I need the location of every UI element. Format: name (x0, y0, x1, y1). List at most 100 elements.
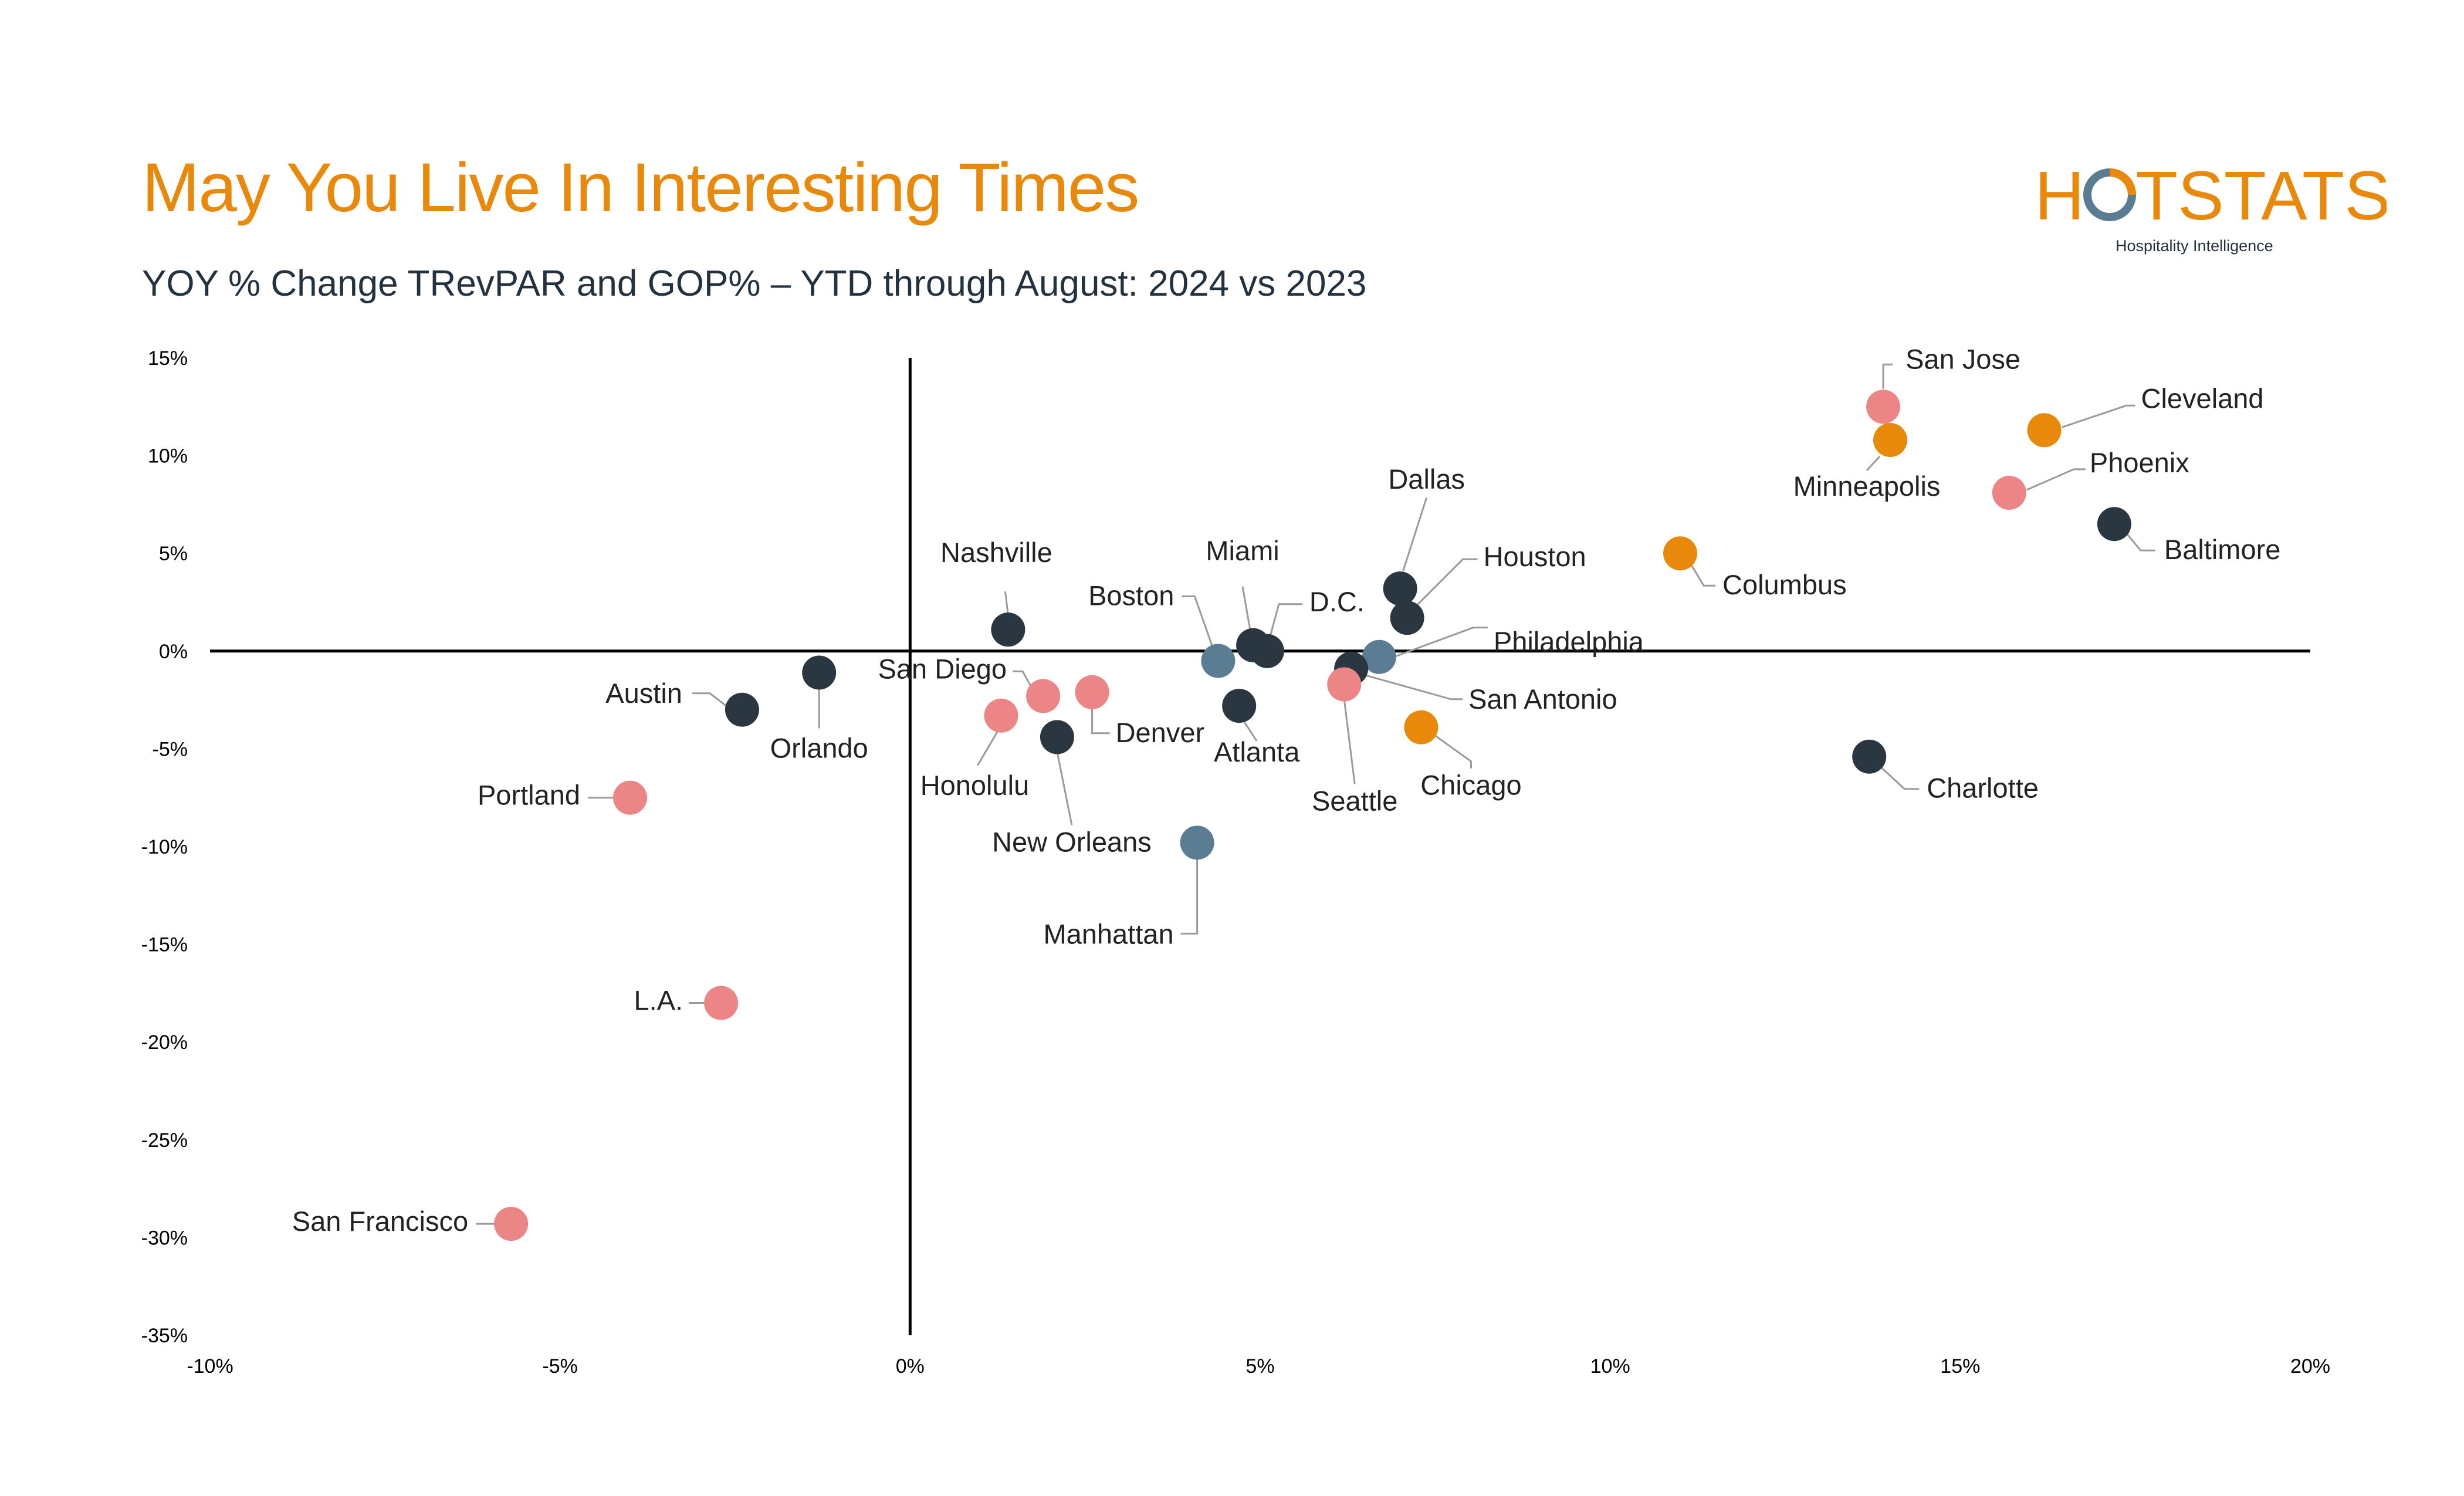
x-tick-label: 5% (1245, 1355, 1274, 1377)
leader-line (2125, 532, 2155, 551)
label-austin: Austin (605, 678, 682, 709)
leader-line (1091, 705, 1110, 735)
y-tick-label: -10% (141, 836, 188, 858)
chart-leader-lines (476, 363, 2155, 1225)
label-minneapolis: Minneapolis (1793, 471, 1941, 502)
label-orlando: Orlando (770, 732, 868, 763)
label-honolulu: Honolulu (920, 770, 1030, 801)
leader-line (1180, 857, 1199, 935)
label-nashville: Nashville (940, 537, 1052, 568)
logo-ring-icon (2083, 168, 2136, 221)
x-tick-label: -10% (187, 1355, 233, 1377)
label-san-francisco: San Francisco (292, 1206, 468, 1237)
point-columbus (1663, 536, 1697, 571)
point-san-jose (1866, 390, 1901, 424)
point-portland (613, 780, 647, 815)
label-denver: Denver (1116, 717, 1205, 748)
label-houston: Houston (1484, 541, 1586, 572)
leader-line (1866, 455, 1881, 471)
leader-line (2062, 404, 2135, 428)
leader-line (2026, 468, 2086, 491)
label-atlanta: Atlanta (1214, 736, 1300, 767)
point-nashville (991, 612, 1025, 647)
point-orlando (802, 655, 837, 690)
label-san-diego: San Diego (878, 653, 1007, 684)
leader-line (1690, 563, 1715, 587)
y-tick-label: 10% (148, 445, 188, 468)
label-new-orleans: New Orleans (992, 826, 1152, 857)
x-tick-label: 10% (1590, 1355, 1630, 1377)
chart-axes (210, 358, 2310, 1335)
leader-line (1880, 766, 1920, 790)
y-tick-label: 5% (159, 543, 188, 565)
label-boston: Boston (1088, 580, 1174, 611)
point-new-orleans (1040, 720, 1074, 754)
leader-line (1241, 586, 1251, 631)
point-dallas (1383, 571, 1417, 606)
leader-line (1056, 752, 1073, 825)
leader-line (1241, 718, 1258, 742)
label-charlotte: Charlotte (1927, 773, 2039, 804)
label-cleveland: Cleveland (2141, 383, 2264, 414)
leader-line (977, 730, 999, 766)
chart-tick-labels: 15% 10% 5% 0% -5% -10% -15% -20% -25% -30% -35% -10… (141, 347, 2330, 1377)
y-tick-label: 15% (148, 347, 188, 370)
leader-line (1415, 558, 1478, 607)
label-baltimore: Baltimore (2164, 534, 2281, 565)
leader-line (1013, 670, 1033, 688)
point-l-a (704, 986, 739, 1020)
point-austin (725, 692, 759, 727)
point-honolulu (984, 698, 1018, 733)
x-tick-label: 0% (896, 1355, 925, 1377)
point-san-diego (1026, 679, 1061, 713)
y-tick-label: 0% (159, 641, 188, 663)
leader-line (1343, 699, 1356, 784)
label-phoenix: Phoenix (2090, 447, 2189, 478)
x-tick-label: -5% (542, 1355, 577, 1377)
label-chicago: Chicago (1420, 770, 1521, 801)
leader-line (1004, 591, 1009, 615)
logo-letter-h: H (2035, 157, 2084, 235)
label-dallas: Dallas (1388, 463, 1465, 495)
chart-points (494, 390, 2131, 1241)
y-tick-label: -25% (141, 1129, 188, 1152)
leader-line (1435, 735, 1472, 769)
y-tick-label: -35% (141, 1325, 188, 1347)
label-seattle: Seattle (1312, 785, 1397, 816)
label-columbus: Columbus (1722, 569, 1847, 600)
y-tick-label: -30% (141, 1227, 188, 1249)
point-phoenix (1992, 475, 2026, 510)
label-manhattan: Manhattan (1043, 918, 1173, 949)
leader-line (1269, 603, 1302, 637)
point-seattle (1327, 667, 1362, 702)
point-denver (1075, 675, 1109, 709)
page-title: May You Live In Interesting Times (142, 149, 1139, 226)
chart-point-labels: San Jose Minneapolis Cleveland Phoenix Balti… (292, 343, 2281, 1237)
hotstats-logo: H TSTATS Hospitality Intelligence (2035, 157, 2387, 255)
leader-line (1402, 497, 1428, 571)
label-miami: Miami (1206, 535, 1279, 566)
y-tick-label: -5% (153, 738, 188, 760)
leader-line (1882, 363, 1893, 390)
point-chicago (1404, 710, 1439, 744)
point-boston (1201, 644, 1236, 678)
x-tick-label: 15% (1940, 1355, 1980, 1377)
point-philadelphia (1362, 639, 1396, 674)
point-cleveland (2027, 413, 2062, 448)
leader-line (1393, 627, 1488, 658)
label-san-antonio: San Antonio (1468, 683, 1617, 715)
point-d-c (1250, 634, 1284, 668)
point-houston (1390, 601, 1424, 635)
leader-line (1182, 595, 1213, 647)
point-minneapolis (1873, 422, 1907, 457)
x-tick-label: 20% (2290, 1355, 2330, 1377)
logo-tagline: Hospitality Intelligence (2116, 237, 2273, 255)
chart-subtitle: YOY % Change TRevPAR and GOP% – YTD thro… (142, 263, 1367, 304)
leader-line (692, 692, 728, 708)
label-portland: Portland (478, 780, 580, 811)
point-san-francisco (494, 1207, 529, 1241)
y-tick-label: -20% (141, 1031, 188, 1054)
leader-line (1362, 673, 1463, 700)
label-philadelphia: Philadelphia (1494, 626, 1644, 657)
